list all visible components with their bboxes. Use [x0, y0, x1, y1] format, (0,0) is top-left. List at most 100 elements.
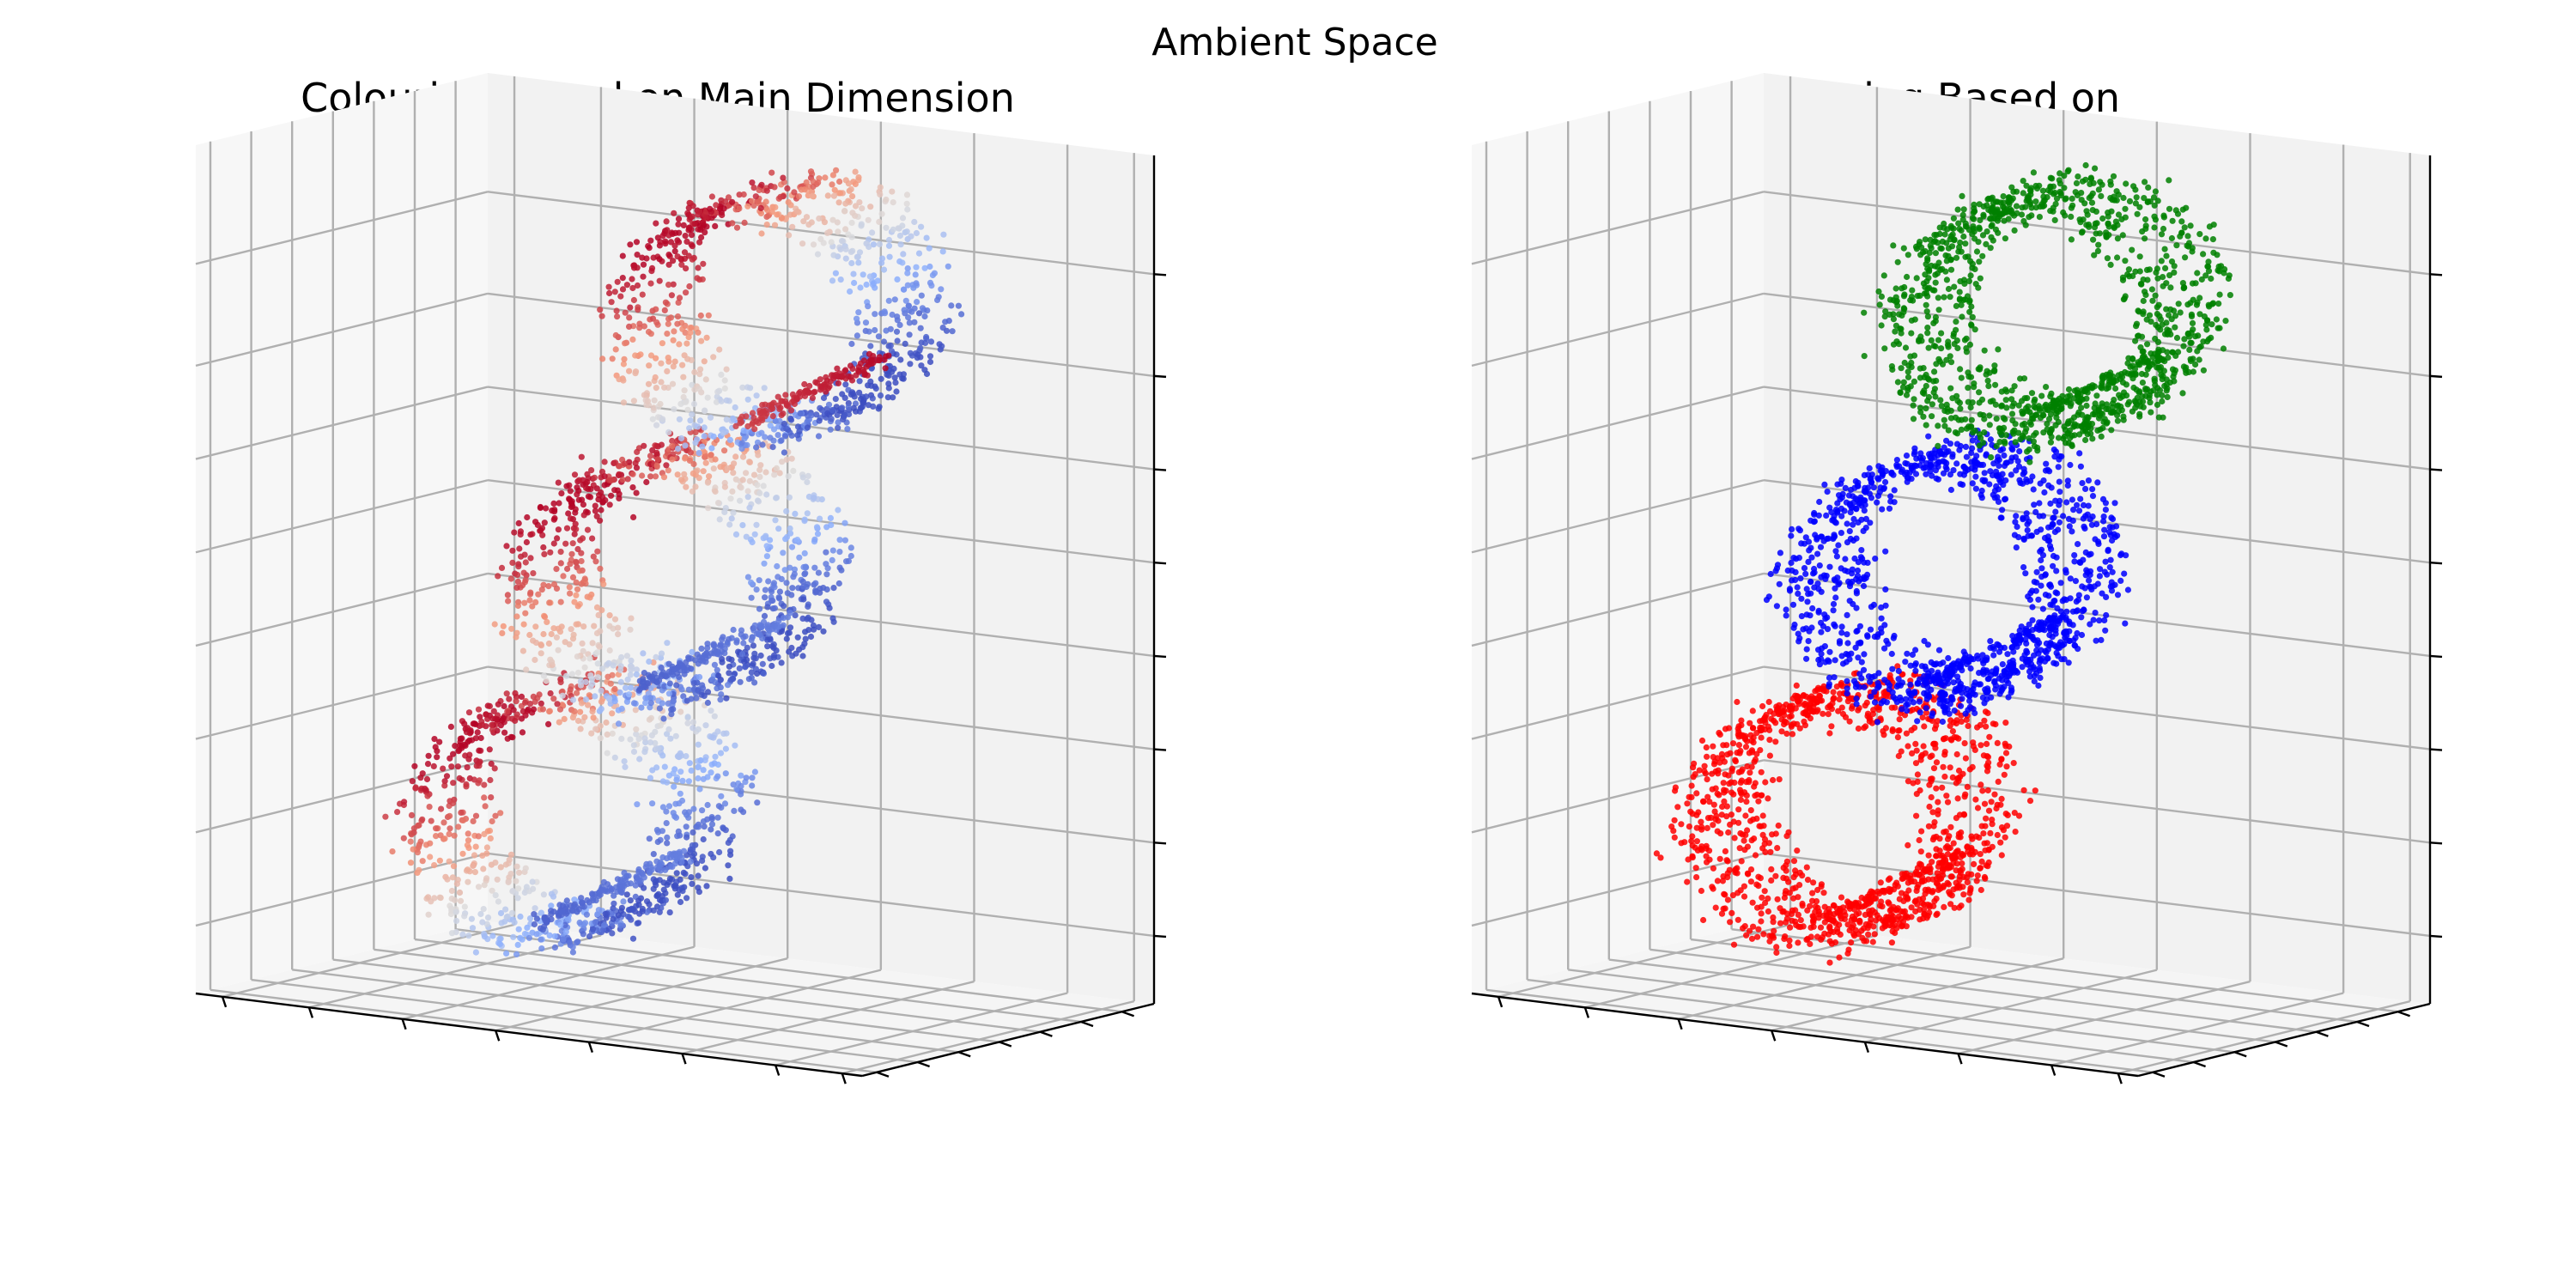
data-point [453, 880, 461, 887]
data-point [717, 641, 724, 648]
data-point [417, 838, 424, 845]
data-point [1961, 793, 1968, 800]
data-point [844, 426, 851, 433]
data-point [869, 395, 876, 402]
data-point [897, 241, 904, 248]
data-point [687, 846, 694, 854]
data-point [678, 884, 685, 891]
data-point [642, 695, 649, 702]
data-point [867, 358, 874, 365]
data-point [1929, 752, 1935, 759]
data-point [664, 834, 671, 841]
data-point [628, 684, 635, 691]
data-point [572, 520, 579, 527]
data-point [586, 933, 593, 940]
data-point [1746, 750, 1753, 756]
data-point [716, 516, 723, 523]
data-point [1924, 902, 1931, 908]
data-point [641, 735, 648, 742]
data-point [738, 772, 744, 779]
data-point [762, 469, 769, 476]
data-point [692, 439, 699, 447]
data-point [1712, 816, 1719, 823]
data-point [585, 493, 592, 500]
data-point [1759, 702, 1766, 710]
data-point [1988, 799, 1995, 805]
data-point [605, 673, 611, 680]
data-point [682, 233, 689, 240]
data-point [875, 333, 882, 340]
data-point [1848, 939, 1855, 946]
z-tick [1153, 562, 1167, 565]
data-point [520, 569, 527, 576]
data-point [714, 666, 720, 673]
data-point [914, 351, 921, 358]
data-point [1896, 896, 1903, 902]
data-point [762, 594, 769, 601]
z-tick [2429, 841, 2443, 845]
data-point [823, 571, 830, 578]
data-point [918, 292, 925, 299]
data-point [1929, 889, 1935, 896]
data-point [815, 433, 823, 440]
data-point [464, 725, 471, 732]
data-point [702, 453, 708, 459]
data-point [1720, 742, 1727, 749]
data-point [896, 232, 903, 240]
data-point [786, 232, 793, 239]
data-point [1689, 842, 1696, 849]
data-point [1672, 784, 1679, 791]
data-point [800, 596, 807, 603]
data-point [650, 876, 657, 883]
data-point [1753, 815, 1760, 823]
data-point [1912, 667, 1919, 674]
data-point [616, 495, 623, 502]
data-point [726, 836, 733, 844]
data-point [466, 737, 473, 744]
data-point [656, 705, 664, 712]
data-point [754, 670, 761, 677]
data-point [1728, 909, 1735, 916]
data-point [541, 613, 549, 621]
data-point [896, 371, 903, 378]
data-point [1925, 433, 1932, 440]
data-point [683, 823, 690, 830]
data-point [611, 289, 618, 295]
data-point [610, 662, 617, 669]
data-point [1794, 848, 1801, 854]
data-point [675, 221, 682, 228]
data-point [566, 496, 574, 503]
data-point [1986, 733, 1993, 740]
data-point [579, 535, 586, 542]
data-point [671, 358, 678, 365]
data-point [479, 919, 486, 926]
data-point [1998, 514, 2005, 521]
gridline-floor-depth [682, 980, 975, 1055]
data-point [461, 913, 468, 920]
data-point [677, 790, 683, 797]
data-point [1768, 866, 1775, 873]
data-point [622, 340, 629, 347]
data-point [1767, 848, 1774, 855]
data-point [659, 671, 665, 678]
data-point [489, 726, 496, 733]
data-point [532, 639, 540, 647]
data-point [1850, 521, 1856, 528]
data-point [679, 664, 687, 671]
data-point [714, 728, 721, 735]
data-point [1734, 698, 1741, 706]
data-point [481, 882, 488, 889]
data-point [562, 540, 569, 547]
data-point [696, 653, 703, 661]
data-point [708, 650, 714, 657]
data-point [550, 540, 557, 547]
data-point [593, 649, 601, 656]
data-point [1950, 719, 1957, 726]
data-point [1916, 836, 1923, 844]
data-point [674, 313, 682, 320]
data-point [789, 223, 796, 230]
data-point [597, 517, 604, 524]
data-point [483, 920, 490, 927]
data-point [1846, 718, 1853, 725]
data-point [1747, 769, 1753, 776]
